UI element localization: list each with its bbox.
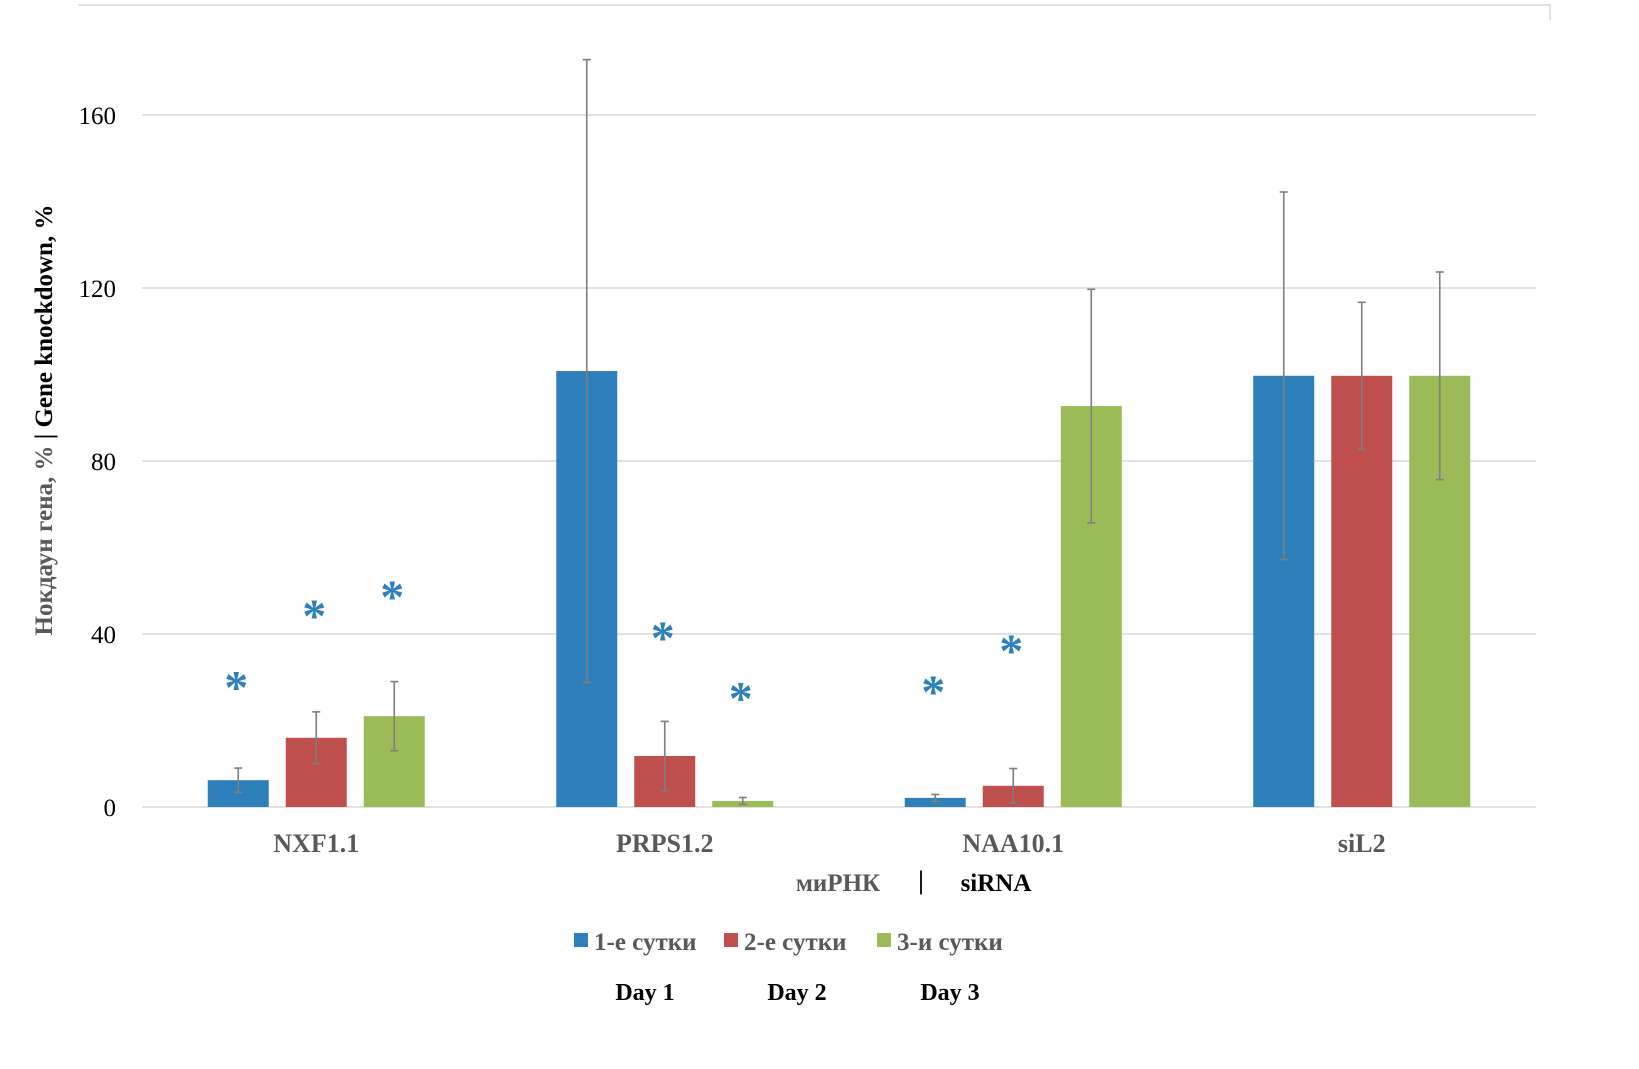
- y-axis-title-en: Gene knockdown, %: [31, 205, 58, 428]
- y-axis-title-sep: |: [31, 434, 58, 440]
- x-tick-label: NXF1.1: [273, 829, 359, 858]
- significance-asterisk: *: [921, 666, 945, 719]
- legend-label-en: Day 1: [615, 980, 674, 1006]
- error-bars: [234, 58, 1444, 806]
- y-tick-label: 120: [79, 276, 117, 303]
- y-tick-labels: 0 40 80 120 160: [79, 103, 117, 822]
- significance-asterisk: *: [224, 662, 248, 715]
- error-bar: [1009, 767, 1018, 804]
- legend-label-en: Day 3: [920, 980, 979, 1006]
- bar-NAA10.1-series-1: [904, 797, 966, 807]
- error-bar: [1279, 191, 1288, 561]
- legend-label: 3-и сутки: [897, 929, 1003, 956]
- significance-markers: * * * * * * *: [224, 571, 1023, 726]
- legend-label-en: Day 2: [767, 980, 826, 1006]
- x-axis-title-en: siRNA: [961, 870, 1032, 897]
- y-axis-title: Нокдаун гена, % | Gene knockdown, %: [31, 205, 58, 636]
- x-tick-label: siL2: [1338, 829, 1386, 858]
- legend-item-series-2: 2-е сутки Day 2: [724, 929, 847, 1006]
- significance-asterisk: *: [999, 625, 1023, 678]
- error-bar: [1357, 301, 1366, 451]
- x-axis-title-sep: |: [918, 866, 924, 895]
- significance-asterisk: *: [651, 612, 675, 665]
- error-bar: [234, 767, 243, 794]
- legend: 1-е сутки Day 1 2-е сутки Day 2 3-и сутки Day…: [574, 929, 1003, 1006]
- error-bar: [1087, 288, 1096, 524]
- error-bar: [1435, 271, 1444, 481]
- x-tick-label: PRPS1.2: [616, 829, 714, 858]
- legend-label: 1-е сутки: [594, 929, 697, 956]
- error-bar: [931, 793, 940, 803]
- y-tick-label: 40: [91, 622, 116, 649]
- significance-asterisk: *: [302, 590, 326, 643]
- legend-swatch: [724, 933, 738, 947]
- y-axis-title-ru: Нокдаун гена, %: [31, 446, 58, 636]
- gridlines: [142, 114, 1536, 808]
- significance-asterisk: *: [729, 672, 753, 725]
- legend-item-series-3: 3-и сутки Day 3: [877, 929, 1003, 1006]
- legend-swatch: [574, 933, 588, 947]
- legend-label: 2-е сутки: [744, 929, 847, 956]
- x-tick-label: NAA10.1: [962, 829, 1064, 858]
- error-bar: [312, 711, 321, 765]
- error-bar: [660, 720, 669, 792]
- legend-swatch: [877, 933, 891, 947]
- y-tick-label: 80: [91, 449, 116, 476]
- y-tick-label: 0: [104, 795, 117, 822]
- y-tick-label: 160: [79, 103, 117, 130]
- error-bar: [582, 58, 591, 684]
- legend-item-series-1: 1-е сутки Day 1: [574, 929, 697, 1006]
- error-bar: [738, 796, 747, 806]
- x-tick-labels: NXF1.1 PRPS1.2 NAA10.1 siL2: [273, 829, 1385, 858]
- error-bar: [390, 680, 399, 752]
- significance-asterisk: *: [380, 571, 404, 624]
- x-axis-title-ru: миРНК: [796, 870, 880, 897]
